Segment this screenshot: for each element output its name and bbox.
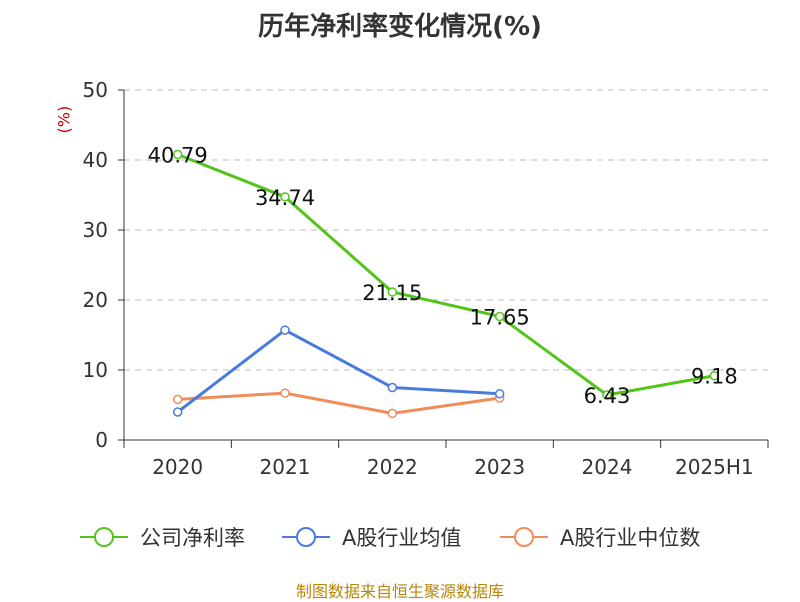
y-tick-label: 20: [83, 288, 108, 312]
legend-marker-icon: [296, 527, 316, 547]
legend-marker-icon: [514, 527, 534, 547]
series-line-0: [177, 153, 715, 397]
data-point: [709, 370, 720, 381]
y-tick-label: 50: [83, 78, 108, 102]
series-layer: [172, 149, 720, 419]
x-tick-label: 2023: [474, 455, 525, 479]
data-point: [280, 388, 290, 398]
data-source: 制图数据来自恒生聚源数据库: [295, 582, 504, 601]
series-line-2: [177, 391, 500, 415]
x-tick-label: 2022: [367, 455, 418, 479]
y-tick-label: 40: [83, 148, 108, 172]
y-tick-label: 30: [83, 218, 108, 242]
data-point: [280, 325, 290, 335]
x-tick-label: 2020: [152, 455, 203, 479]
data-point: [494, 389, 505, 399]
x-tick-label: 2021: [260, 455, 311, 479]
data-label: 9.18: [691, 365, 738, 389]
legend-label: A股行业中位数: [560, 526, 700, 550]
data-label: 6.43: [584, 384, 631, 408]
x-tick-label: 2024: [582, 455, 633, 479]
data-point: [387, 408, 398, 419]
legend-label: 公司净利率: [140, 526, 245, 550]
data-label: 34.74: [255, 186, 315, 210]
data-label: 40.79: [148, 143, 208, 167]
legend-marker-icon: [94, 527, 114, 547]
data-point: [172, 407, 183, 417]
grid-layer: [124, 89, 768, 371]
data-point: [494, 311, 505, 322]
y-tick-label: 0: [95, 428, 108, 452]
legend-label: A股行业均值: [342, 526, 461, 550]
data-label: 17.65: [470, 305, 530, 329]
data-label: 21.15: [362, 281, 422, 305]
data-point: [172, 149, 183, 160]
data-point: [280, 192, 290, 202]
data-point: [172, 394, 183, 405]
data-point: [602, 390, 612, 400]
data-point: [387, 382, 398, 393]
legend-item: A股行业均值: [282, 526, 461, 550]
series-line-1: [176, 328, 500, 414]
data-point: [387, 287, 398, 297]
axis-layer: 0 10 20 30 40 50 2020 2021 2022 2023 2024 2025H1: [83, 78, 769, 479]
legend-item: A股行业中位数: [500, 526, 700, 550]
legend-item: 公司净利率: [80, 526, 245, 550]
y-tick-label: 10: [83, 358, 108, 382]
data-label-layer: 40.79 34.74 21.15 17.65 6.43 9.18: [148, 143, 738, 408]
x-tick-label: 2025H1: [675, 455, 754, 479]
chart-title: 历年净利率变化情况(%): [258, 12, 542, 42]
legend: 公司净利率 A股行业均值 A股行业中位数: [80, 526, 700, 550]
